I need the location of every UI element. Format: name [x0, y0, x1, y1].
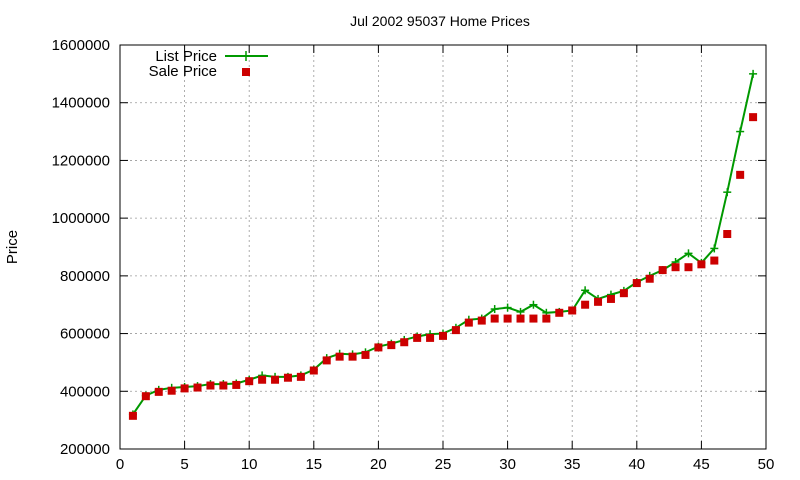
sale-price-point	[477, 316, 486, 325]
sale-price-point	[232, 380, 241, 389]
list-price-point	[736, 127, 745, 136]
sale-price-point	[723, 230, 732, 239]
sale-price-point	[322, 356, 331, 365]
sale-price-point	[193, 383, 202, 392]
legend-label-list-price: List Price	[155, 48, 217, 65]
sale-price-point	[516, 314, 525, 323]
x-tick-label: 5	[180, 456, 188, 473]
y-tick-label: 200000	[60, 441, 110, 458]
y-tick-label: 1000000	[52, 210, 110, 227]
sale-price-point	[749, 113, 758, 122]
sale-price-point	[658, 266, 667, 275]
y-tick-label: 1600000	[52, 37, 110, 54]
x-tick-label: 0	[116, 456, 124, 473]
list-price-point	[529, 300, 538, 309]
series-layer	[128, 69, 758, 420]
legend-marker-list-price	[241, 51, 251, 61]
list-price-line	[132, 73, 755, 415]
y-axis-label: Price	[4, 230, 21, 264]
legend-label-sale-price: Sale Price	[149, 63, 217, 80]
list-price-point	[490, 305, 499, 314]
sale-price-point	[632, 279, 641, 288]
sale-price-point	[619, 289, 628, 298]
sale-price-point	[464, 318, 473, 327]
chart-title: Jul 2002 95037 Home Prices	[350, 13, 530, 29]
sale-price-point	[180, 384, 189, 393]
sale-price-point	[710, 256, 719, 265]
y-tick-label: 600000	[60, 326, 110, 343]
sale-price-point	[283, 373, 292, 382]
sale-price-point	[439, 331, 447, 340]
x-tick-label: 20	[370, 456, 387, 473]
sale-price-point	[374, 343, 383, 352]
sale-price-point	[606, 294, 615, 303]
legend-marker-sale-price	[242, 68, 250, 76]
x-tick-label: 25	[435, 456, 452, 473]
list-price-point	[581, 286, 590, 295]
sale-price-point	[400, 338, 409, 347]
sale-price-point	[167, 386, 176, 395]
x-tick-label: 40	[628, 456, 645, 473]
x-tick-label: 50	[758, 456, 775, 473]
sale-price-point	[309, 366, 318, 375]
sale-price-point	[490, 314, 499, 323]
list-price-point	[710, 244, 719, 253]
sale-price-point	[581, 300, 590, 309]
y-tick-label: 1400000	[52, 95, 110, 112]
sale-price-point	[154, 387, 163, 396]
sale-price-point	[684, 263, 693, 272]
list-price-point	[503, 303, 512, 312]
x-tick-label: 35	[564, 456, 581, 473]
sale-price-point	[594, 297, 603, 306]
x-tick-label: 45	[693, 456, 710, 473]
sale-price-point	[568, 306, 577, 315]
sale-price-point	[141, 392, 150, 401]
sale-price-point	[697, 260, 706, 269]
sale-price-point	[387, 341, 396, 350]
sale-price-point	[245, 377, 254, 386]
sale-price-point	[736, 170, 745, 179]
sale-price-point	[361, 350, 370, 359]
sale-price-point	[258, 375, 267, 384]
list-price-point	[749, 69, 758, 78]
sale-price-point	[451, 326, 460, 335]
sale-price-point	[348, 352, 357, 361]
x-tick-labels: 0 5 10 15 20 25 30 35 40 45 50	[116, 456, 775, 473]
sale-price-point	[335, 352, 344, 361]
sale-price-point	[271, 375, 280, 384]
sale-price-point	[671, 263, 680, 272]
sale-price-point	[542, 314, 551, 323]
y-tick-label: 400000	[60, 383, 110, 400]
y-tick-label: 1200000	[52, 152, 110, 169]
y-tick-labels: 200000 400000 600000 800000 1000000 1200000 14…	[52, 37, 110, 458]
legend: List Price Sale Price	[149, 48, 268, 80]
sale-price-point	[503, 314, 512, 323]
sale-price-point	[219, 381, 228, 390]
y-tick-label: 800000	[60, 268, 110, 285]
sale-price-point	[296, 372, 305, 381]
sale-price-point	[413, 333, 422, 342]
grid	[120, 45, 766, 449]
list-price-point	[723, 188, 732, 197]
x-tick-label: 10	[241, 456, 258, 473]
x-tick-label: 15	[305, 456, 322, 473]
list-price-point	[684, 249, 693, 258]
sale-price-point	[426, 333, 435, 342]
sale-price-point	[529, 314, 538, 323]
sale-price-point	[555, 308, 564, 317]
sale-price-point	[645, 274, 654, 283]
sale-price-point	[206, 381, 215, 390]
sale-price-point	[128, 411, 137, 420]
ticks	[119, 44, 767, 450]
x-tick-label: 30	[499, 456, 516, 473]
